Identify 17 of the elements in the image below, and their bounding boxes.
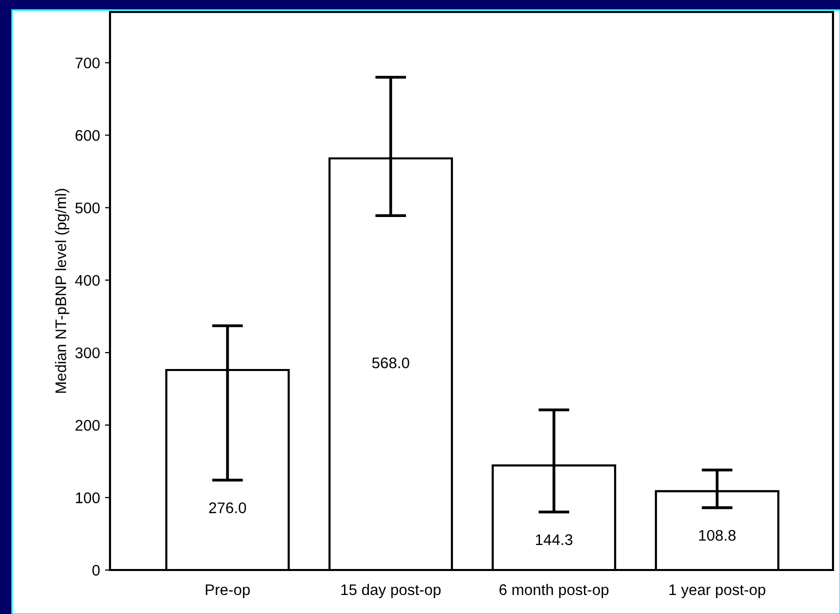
y-axis-title: Median NT-pBNP level (pg/ml) — [54, 188, 70, 393]
y-tick-label: 500 — [75, 202, 100, 214]
y-tick-label: 400 — [75, 274, 100, 286]
data-label: 144.3 — [536, 534, 572, 546]
y-tick-label: 0 — [92, 564, 100, 576]
data-label: 276.0 — [209, 502, 246, 514]
x-tick-label: Pre-op — [206, 584, 250, 598]
y-tick-label: 100 — [76, 492, 100, 504]
y-tick-label: 300 — [75, 347, 100, 358]
y-tick-label: 600 — [76, 130, 100, 141]
x-tick-label: 15 day post-op — [341, 584, 441, 598]
data-label: 568.0 — [372, 357, 410, 368]
x-tick-label: 6 month post-op — [499, 584, 608, 598]
y-tick-label: 200 — [76, 420, 100, 431]
x-tick-label: 1 year post-op — [669, 584, 766, 598]
y-tick-label: 700 — [76, 58, 100, 68]
data-label: 108.8 — [699, 530, 736, 541]
